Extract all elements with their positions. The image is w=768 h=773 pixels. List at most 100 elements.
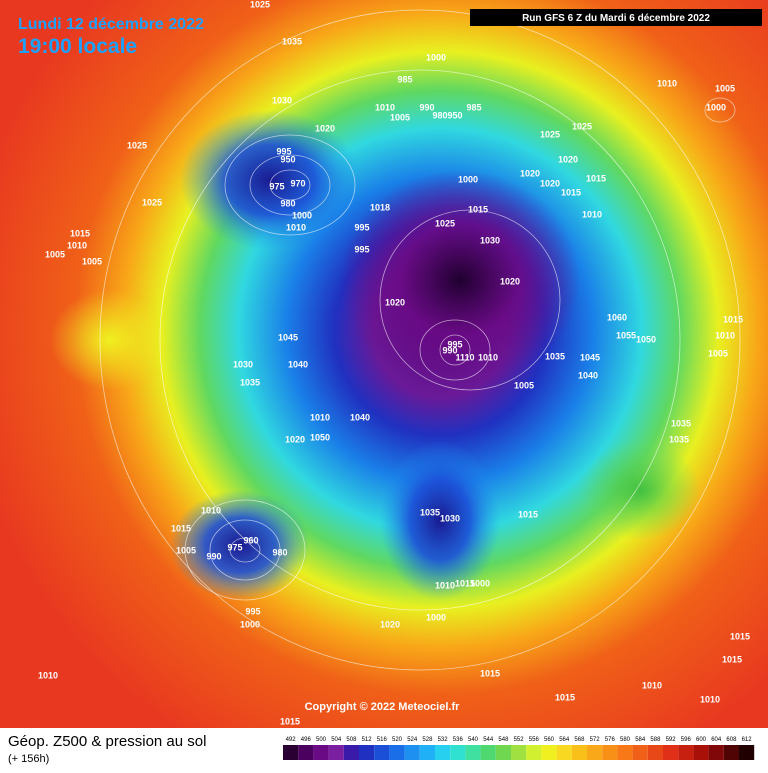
pressure-label: 1025 — [127, 140, 147, 150]
pressure-label: 1015 — [480, 668, 500, 678]
pressure-label: 1050 — [636, 334, 656, 344]
pressure-label: 1035 — [240, 377, 260, 387]
pressure-label: 1000 — [706, 102, 726, 112]
scale-swatch — [404, 745, 420, 760]
scale-swatch — [495, 745, 511, 760]
pressure-label: 1015 — [455, 578, 475, 588]
pressure-label: 1010 — [478, 352, 498, 362]
scale-swatch — [343, 745, 359, 760]
pressure-label: 1025 — [250, 0, 270, 9]
pressure-label: 960 — [243, 535, 258, 545]
scale-swatch — [678, 745, 694, 760]
low-area — [180, 110, 360, 250]
scale-label: 572 — [590, 737, 601, 743]
scale-swatch — [708, 745, 724, 760]
scale-swatch — [632, 745, 648, 760]
pressure-label: 1010 — [700, 694, 720, 704]
scale-swatch — [465, 745, 481, 760]
pressure-label: 980 — [280, 198, 295, 208]
pressure-label: 1045 — [278, 332, 298, 342]
scale-swatch — [739, 745, 755, 760]
pressure-label: 1005 — [708, 348, 728, 358]
scale-label: 612 — [742, 737, 753, 743]
pressure-label: 1010 — [286, 222, 306, 232]
pressure-label: 1020 — [500, 276, 520, 286]
scale-label: 512 — [362, 737, 373, 743]
pressure-label: 1005 — [82, 256, 102, 266]
scale-label: 596 — [681, 737, 692, 743]
scale-label: 532 — [438, 737, 449, 743]
pressure-label: 1000 — [426, 612, 446, 622]
pressure-label: 1025 — [435, 218, 455, 228]
scale-label: 604 — [711, 737, 722, 743]
pressure-label: 1035 — [420, 507, 440, 517]
scale-swatch — [541, 745, 557, 760]
pressure-label: 1025 — [540, 129, 560, 139]
pressure-label: 975 — [227, 542, 242, 552]
pressure-label: 995 — [447, 339, 462, 349]
pressure-label: 1005 — [176, 545, 196, 555]
pressure-label: 1060 — [607, 312, 627, 322]
pressure-label: 1030 — [440, 513, 460, 523]
pressure-label: 1020 — [558, 154, 578, 164]
pressure-label: 1005 — [45, 249, 65, 259]
pressure-label: 1005 — [390, 112, 410, 122]
pressure-label: 1015 — [561, 187, 581, 197]
pressure-label: 1040 — [288, 359, 308, 369]
scale-label: 564 — [559, 737, 570, 743]
low-area — [170, 490, 310, 600]
run-info: Run GFS 6 Z du Mardi 6 décembre 2022 — [522, 13, 710, 24]
scale-label: 592 — [666, 737, 677, 743]
date: Lundi 12 décembre 2022 — [18, 16, 204, 33]
pressure-label: 1030 — [233, 359, 253, 369]
pressure-label: 995 — [245, 606, 260, 616]
pressure-label: 1055 — [616, 330, 636, 340]
pressure-label: 1000 — [240, 619, 260, 629]
pressure-label: 970 — [290, 178, 305, 188]
scale-label: 504 — [331, 737, 342, 743]
pressure-label: 1035 — [282, 36, 302, 46]
scale-swatch — [647, 745, 663, 760]
scale-swatch — [435, 745, 451, 760]
scale-swatch — [374, 745, 390, 760]
scale-label: 492 — [286, 737, 297, 743]
pressure-label: 1015 — [723, 314, 743, 324]
pressure-label: 1010 — [657, 78, 677, 88]
pressure-label: 990 — [442, 345, 457, 355]
scale-label: 576 — [605, 737, 616, 743]
pressure-label: 1040 — [578, 370, 598, 380]
pressure-label: 1015 — [171, 523, 191, 533]
pressure-label: 1010 — [310, 412, 330, 422]
pressure-label: 1015 — [730, 631, 750, 641]
pressure-label: 1010 — [435, 580, 455, 590]
scale-label: 496 — [301, 737, 312, 743]
scale-label: 500 — [316, 737, 327, 743]
pressure-label: 990 — [206, 551, 221, 561]
pressure-label: 1020 — [540, 178, 560, 188]
scale-label: 524 — [407, 737, 418, 743]
pressure-label: 1050 — [310, 432, 330, 442]
scale-label: 560 — [544, 737, 555, 743]
pressure-label: 1000 — [292, 210, 312, 220]
scale-swatch — [723, 745, 739, 760]
pressure-label: 1030 — [480, 235, 500, 245]
scale-swatch — [556, 745, 572, 760]
scale-swatch — [283, 745, 299, 760]
scale-label: 548 — [498, 737, 509, 743]
pressure-label: 1000 — [470, 578, 490, 588]
scale-label: 568 — [574, 737, 585, 743]
copyright: Copyright © 2022 Meteociel.fr — [305, 701, 461, 713]
pressure-label: 1025 — [142, 197, 162, 207]
pressure-label: 975 — [269, 181, 284, 191]
scale-label: 536 — [453, 737, 464, 743]
pressure-label: 985 — [397, 74, 412, 84]
pressure-label: 1015 — [722, 654, 742, 664]
pressure-label: 1030 — [272, 95, 292, 105]
high-area — [580, 440, 700, 540]
scale-swatch — [313, 745, 329, 760]
pressure-label: 1020 — [385, 297, 405, 307]
pressure-label: 1015 — [555, 692, 575, 702]
pressure-label: 995 — [354, 244, 369, 254]
pressure-label: 1010 — [642, 680, 662, 690]
